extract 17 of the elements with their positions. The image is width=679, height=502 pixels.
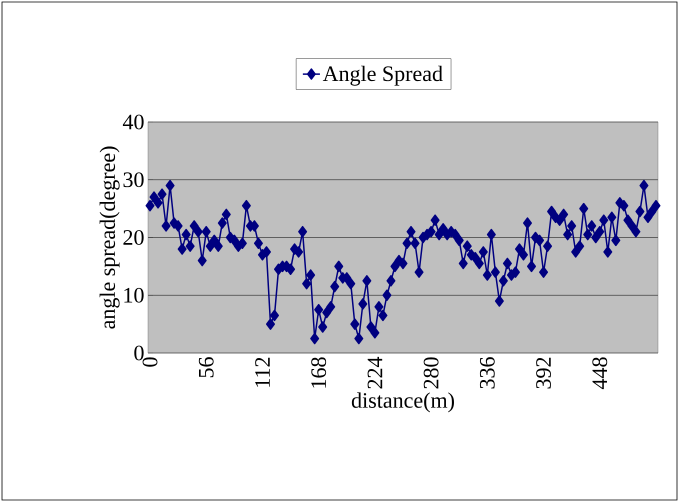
x-tick-label: 0 (142, 357, 158, 367)
x-tick-label: 448 (592, 357, 608, 390)
y-axis-title: angle spread(degree) (100, 146, 120, 329)
x-tick-label: 392 (536, 358, 551, 388)
x-tick-label: 336 (480, 357, 495, 388)
y-tick-label: 30 (124, 172, 144, 188)
y-tick-label: 10 (124, 288, 144, 303)
y-tick-label: 0 (134, 346, 144, 360)
x-tick-label: 56 (198, 357, 214, 378)
x-tick-label: 280 (424, 357, 439, 389)
x-tick-label: 224 (368, 356, 382, 389)
x-tick-label: 168 (311, 357, 326, 388)
x-tick-label: 112 (255, 358, 270, 387)
y-tick-label: 40 (122, 114, 144, 130)
x-axis-title: distance(m) (352, 392, 454, 412)
legend-label: Angle Spread (322, 66, 443, 86)
y-tick-label: 20 (123, 230, 144, 245)
